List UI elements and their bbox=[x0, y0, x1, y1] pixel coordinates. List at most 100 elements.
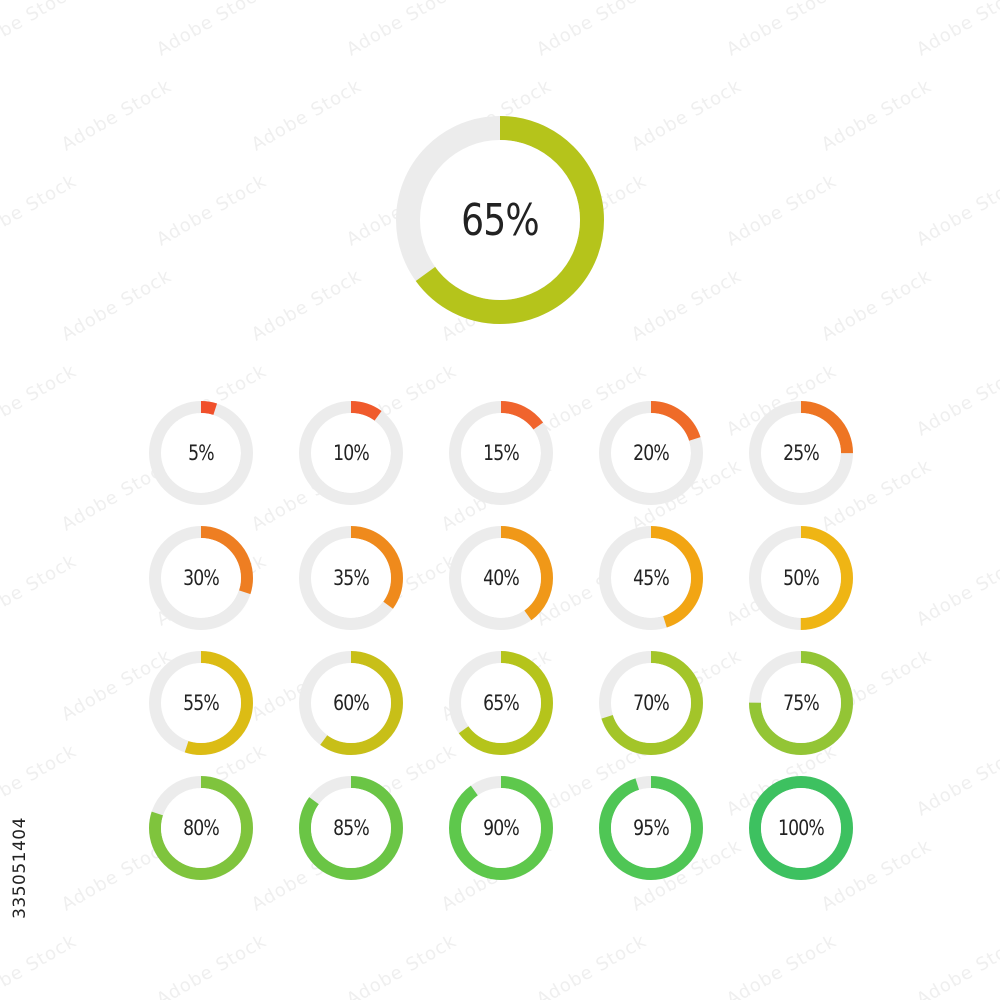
watermark-mark: Adobe Stock bbox=[723, 930, 841, 1000]
gauge-percent-label: 45% bbox=[633, 566, 670, 590]
progress-gauge: 40% bbox=[445, 522, 557, 634]
watermark-mark: Adobe Stock bbox=[913, 930, 1000, 1000]
progress-gauge: 10% bbox=[295, 397, 407, 509]
watermark-mark: Adobe Stock bbox=[913, 0, 1000, 61]
gauge-ring bbox=[749, 651, 853, 755]
progress-gauge: 70% bbox=[595, 647, 707, 759]
progress-gauge: 100% bbox=[745, 772, 857, 884]
gauge-percent-label: 100% bbox=[778, 816, 825, 840]
gauge-center bbox=[461, 788, 541, 868]
gauge-center bbox=[311, 663, 391, 743]
gauge-center bbox=[161, 413, 241, 493]
gauge-arc bbox=[599, 401, 703, 505]
gauge-center bbox=[311, 538, 391, 618]
watermark-mark: Adobe Stock bbox=[723, 170, 841, 251]
gauge-arc bbox=[449, 526, 553, 630]
watermark-mark: Adobe Stock bbox=[58, 265, 176, 346]
watermark-mark: Adobe Stock bbox=[533, 930, 651, 1000]
gauge-percent-label: 10% bbox=[333, 441, 370, 465]
watermark-mark: Adobe Stock bbox=[0, 170, 81, 251]
gauge-arc bbox=[599, 651, 703, 755]
gauge-center bbox=[161, 538, 241, 618]
progress-gauge: 90% bbox=[445, 772, 557, 884]
gauge-center bbox=[461, 538, 541, 618]
gauge-percent-label: 90% bbox=[483, 816, 520, 840]
gauge-ring bbox=[299, 401, 403, 505]
gauge-ring bbox=[599, 401, 703, 505]
progress-gauge: 95% bbox=[595, 772, 707, 884]
progress-gauge: 35% bbox=[295, 522, 407, 634]
stock-id-text: 335051404 bbox=[10, 817, 30, 919]
gauge-arc bbox=[299, 526, 403, 630]
progress-gauge: 85% bbox=[295, 772, 407, 884]
gauge-center bbox=[761, 538, 841, 618]
watermark-mark: Adobe Stock bbox=[0, 360, 81, 441]
gauge-arc bbox=[299, 401, 403, 505]
gauge-ring bbox=[599, 651, 703, 755]
watermark-mark: Adobe Stock bbox=[818, 75, 936, 156]
gauge-ring bbox=[449, 526, 553, 630]
progress-gauge: 50% bbox=[745, 522, 857, 634]
gauge-center bbox=[611, 538, 691, 618]
gauge-ring bbox=[299, 651, 403, 755]
watermark-mark: Adobe Stock bbox=[248, 75, 366, 156]
gauge-arc bbox=[299, 651, 403, 755]
main-progress-gauge: 65% bbox=[380, 100, 620, 340]
gauge-percent-label: 70% bbox=[633, 691, 670, 715]
gauge-arc bbox=[599, 526, 703, 630]
gauge-percent-label: 65% bbox=[483, 691, 520, 715]
progress-gauge: 80% bbox=[145, 772, 257, 884]
gauge-center bbox=[311, 788, 391, 868]
gauge-ring bbox=[599, 776, 703, 880]
gauge-percent-label: 40% bbox=[483, 566, 520, 590]
watermark-mark: Adobe Stock bbox=[58, 75, 176, 156]
gauge-arc bbox=[149, 651, 253, 755]
gauge-arc bbox=[449, 401, 553, 505]
main-gauge-ring bbox=[396, 116, 604, 324]
watermark-mark: Adobe Stock bbox=[533, 0, 651, 61]
watermark-mark: Adobe Stock bbox=[913, 550, 1000, 631]
gauge-ring bbox=[599, 526, 703, 630]
gauge-arc bbox=[449, 776, 553, 880]
gauge-ring bbox=[749, 776, 853, 880]
gauge-center bbox=[611, 788, 691, 868]
gauge-center bbox=[161, 663, 241, 743]
gauge-percent-label: 55% bbox=[183, 691, 220, 715]
progress-gauge: 75% bbox=[745, 647, 857, 759]
gauge-center bbox=[611, 663, 691, 743]
progress-gauge: 30% bbox=[145, 522, 257, 634]
gauge-ring bbox=[149, 651, 253, 755]
gauge-arc bbox=[749, 526, 853, 630]
gauge-center bbox=[311, 413, 391, 493]
gauge-ring bbox=[749, 526, 853, 630]
progress-gauge: 65% bbox=[445, 647, 557, 759]
gauge-arc bbox=[749, 776, 853, 880]
progress-gauge: 20% bbox=[595, 397, 707, 509]
watermark-mark: Adobe Stock bbox=[153, 170, 271, 251]
gauge-arc bbox=[599, 776, 703, 880]
progress-gauge: 25% bbox=[745, 397, 857, 509]
watermark-mark: Adobe Stock bbox=[913, 740, 1000, 821]
progress-gauge: 55% bbox=[145, 647, 257, 759]
gauge-ring bbox=[449, 776, 553, 880]
watermark-mark: Adobe Stock bbox=[818, 265, 936, 346]
gauge-ring bbox=[149, 526, 253, 630]
watermark-mark: Adobe Stock bbox=[913, 170, 1000, 251]
gauge-arc bbox=[149, 776, 253, 880]
progress-gauge: 45% bbox=[595, 522, 707, 634]
progress-gauge: 5% bbox=[145, 397, 257, 509]
gauge-center bbox=[761, 663, 841, 743]
gauge-percent-label: 80% bbox=[183, 816, 220, 840]
gauge-center bbox=[461, 663, 541, 743]
gauge-arc bbox=[449, 651, 553, 755]
gauge-percent-label: 5% bbox=[188, 441, 215, 465]
gauge-center bbox=[761, 413, 841, 493]
progress-gauge: 60% bbox=[295, 647, 407, 759]
watermark-mark: Adobe Stock bbox=[0, 550, 81, 631]
gauge-arc bbox=[749, 651, 853, 755]
watermark-mark: Adobe Stock bbox=[723, 0, 841, 61]
main-gauge-center bbox=[420, 140, 580, 300]
gauge-ring bbox=[299, 526, 403, 630]
watermark-mark: Adobe Stock bbox=[628, 265, 746, 346]
